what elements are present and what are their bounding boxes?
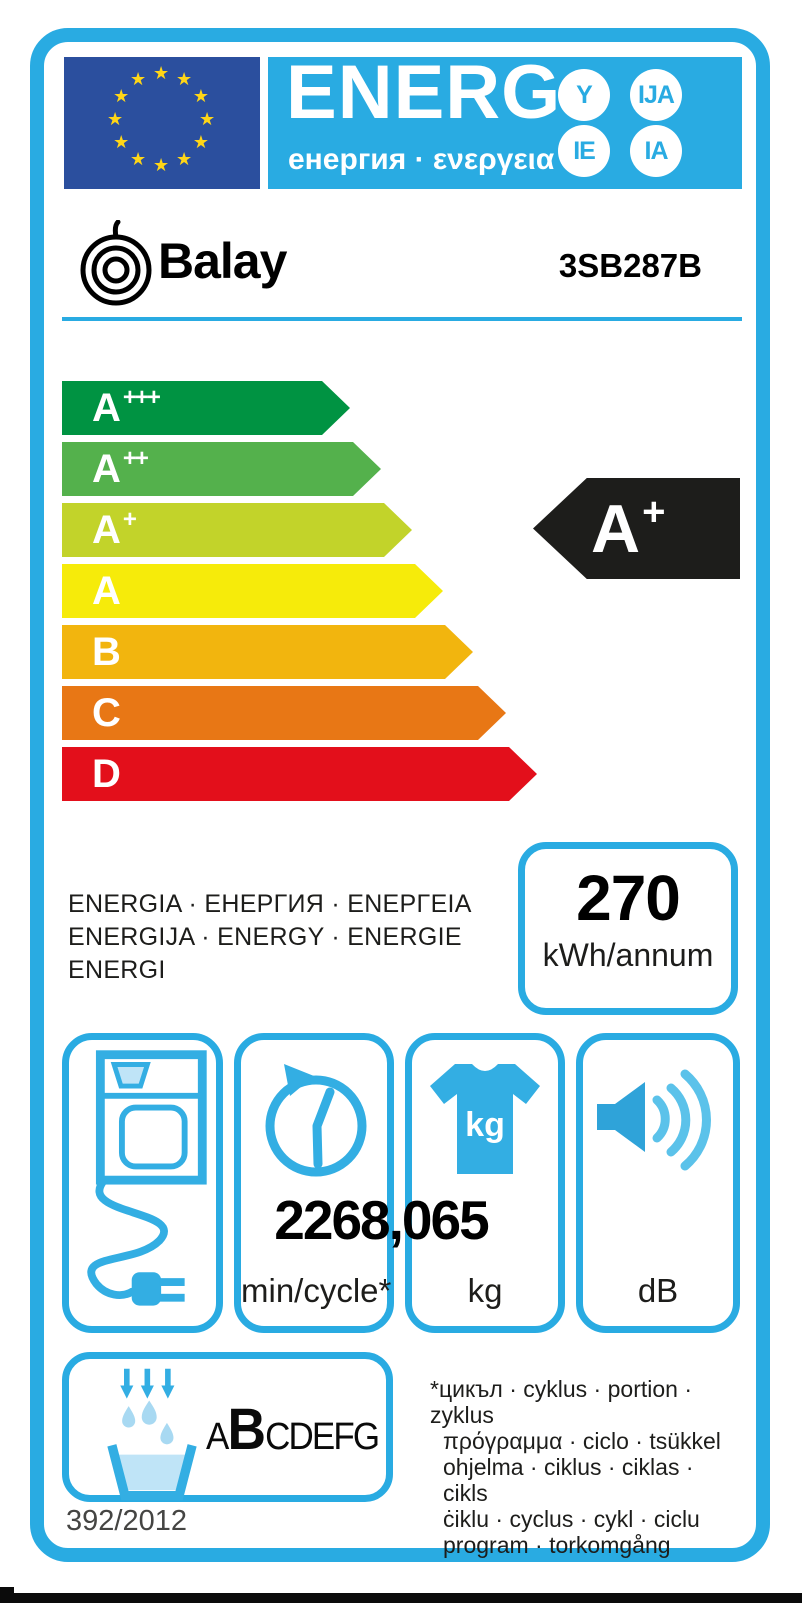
noise-box: dB: [576, 1033, 740, 1333]
cond-letters-pre: A: [206, 1416, 229, 1458]
regulation-number: 392/2012: [66, 1505, 187, 1537]
duration-value: 2268,065: [274, 1189, 489, 1251]
eu-star-icon: ★: [199, 109, 216, 129]
energy-words: ENERGIA · ЕНЕРГИЯ · ΕΝΕΡΓΕΙΑ ENERGIJA · …: [68, 890, 472, 984]
speaker-db-icon: [597, 1069, 711, 1171]
balay-logo-icon: [80, 220, 152, 306]
eu-star-icon: ★: [130, 69, 147, 90]
eu-star-icon: ★: [176, 69, 193, 90]
condensation-icon: [107, 1368, 197, 1501]
eu-star-icon: ★: [153, 155, 170, 175]
dryer-plug-icon: [87, 1050, 207, 1306]
consumption-value: 270: [576, 862, 681, 934]
energ-title: ENERG: [286, 50, 562, 135]
bottom-edge-nub: [0, 1587, 14, 1603]
scale-arrow-a++: A ++: [62, 442, 381, 496]
energ-subtitle: енергия · ενεργεια: [288, 143, 555, 176]
rating-class-letter: A: [591, 490, 641, 567]
condensation-box: [62, 1352, 393, 1502]
scale-arrow-c: C: [62, 686, 506, 740]
ending-circle-ie: IE: [558, 125, 610, 177]
eu-star-icon: ★: [107, 109, 124, 129]
eu-star-icon: ★: [176, 148, 193, 169]
ending-circle-ia: IA: [630, 125, 682, 177]
eu-star-icon: ★: [113, 86, 130, 106]
duration-unit: min/cycle*: [241, 1272, 392, 1309]
condensation-class-letters: A B CDEFG: [206, 1396, 380, 1463]
eu-star-icon: ★: [130, 148, 147, 169]
scale-arrow-a+++: A +++: [62, 381, 350, 435]
capacity-box: kg kg: [405, 1033, 565, 1333]
cycle-duration-box: min/cycle*: [234, 1033, 394, 1333]
capacity-unit: kg: [467, 1272, 503, 1309]
scale-arrow-b: B: [62, 625, 473, 679]
eu-star-icon: ★: [192, 86, 209, 106]
scale-arrow-a: A: [62, 564, 443, 618]
bottom-edge-bar: [0, 1593, 802, 1603]
consumption-box: 270 kWh/annum: [518, 842, 738, 1015]
header-divider: [62, 317, 742, 321]
cycle-clock-icon: [265, 1064, 367, 1177]
dryer-plug-box: [62, 1033, 223, 1333]
scale-arrow-a+: A +: [62, 503, 412, 557]
tshirt-kg-icon: kg: [430, 1064, 540, 1174]
brand-name: Balay: [158, 233, 287, 289]
consumption-unit: kWh/annum: [542, 937, 714, 973]
svg-text:kg: kg: [465, 1106, 505, 1144]
cycle-footnote: *цикъл · cyklus · portion · zyklus πρόγρ…: [430, 1376, 721, 1558]
ending-circle-ija: IJA: [630, 69, 682, 121]
eu-flag: ★ ★ ★ ★ ★ ★ ★ ★ ★ ★ ★ ★: [64, 57, 260, 189]
noise-unit: dB: [637, 1272, 679, 1309]
cond-letters-post: CDEFG: [265, 1416, 380, 1458]
ending-circle-y: Y: [558, 69, 610, 121]
eu-star-icon: ★: [113, 132, 130, 152]
energ-banner: ENERG енергия · ενεργεια Y IJA IE IA: [268, 50, 742, 189]
scale-arrow-d: D: [62, 747, 537, 801]
model-number: 3SB287B: [558, 247, 702, 284]
eu-star-icon: ★: [192, 132, 209, 152]
eu-star-icon: ★: [153, 63, 170, 83]
cond-class-letter: B: [227, 1397, 266, 1462]
